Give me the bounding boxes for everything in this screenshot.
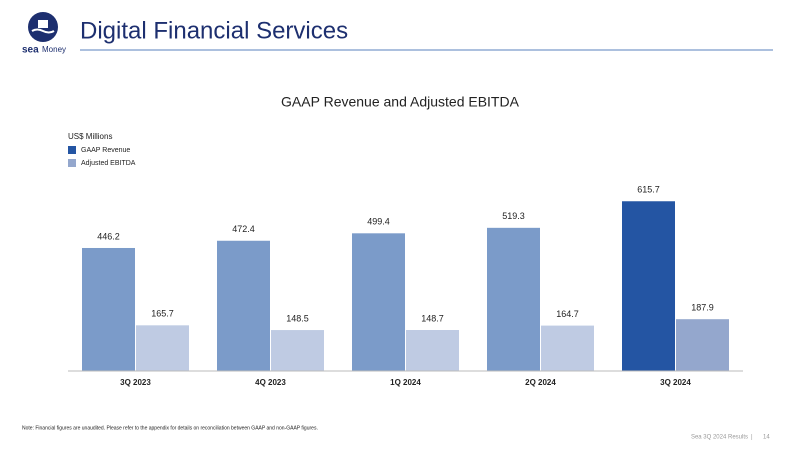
- x-tick-label: 3Q 2024: [660, 378, 691, 387]
- legend-swatch: [68, 146, 76, 154]
- legend-label: GAAP Revenue: [81, 147, 130, 154]
- footer-text: Sea 3Q 2024 Results: [691, 435, 748, 441]
- value-label: 446.2: [97, 231, 120, 241]
- bar: [541, 325, 594, 371]
- bar: [622, 201, 675, 371]
- bar: [271, 330, 324, 371]
- bar: [406, 330, 459, 371]
- x-tick-label: 4Q 2023: [255, 378, 286, 387]
- value-label: 164.7: [556, 309, 579, 319]
- bar: [676, 319, 729, 371]
- value-label: 165.7: [151, 309, 174, 319]
- bar: [487, 227, 540, 371]
- slide-title: Digital Financial Services: [80, 17, 348, 44]
- legend-swatch: [68, 159, 76, 167]
- value-label: 148.5: [286, 313, 309, 323]
- logo-brand: sea: [22, 45, 39, 56]
- bar: [352, 233, 405, 371]
- x-tick-label: 1Q 2024: [390, 378, 421, 387]
- chart-title: GAAP Revenue and Adjusted EBITDA: [281, 94, 520, 110]
- value-label: 187.9: [691, 303, 714, 313]
- x-tick-label: 2Q 2024: [525, 378, 556, 387]
- value-label: 472.4: [232, 224, 255, 234]
- value-label: 499.4: [367, 217, 390, 227]
- bar: [136, 325, 189, 371]
- logo-product: Money: [42, 45, 66, 54]
- value-label: 148.7: [421, 313, 444, 323]
- unit-label: US$ Millions: [68, 132, 112, 141]
- bar: [82, 247, 135, 371]
- logo: sea Money: [22, 12, 66, 56]
- x-tick-label: 3Q 2023: [120, 378, 151, 387]
- footer-separator: |: [751, 435, 753, 441]
- bar: [217, 240, 270, 371]
- logo-wave: [31, 28, 55, 34]
- legend-label: Adjusted EBITDA: [81, 160, 136, 167]
- logo-shape: [38, 20, 48, 28]
- value-label: 615.7: [637, 185, 660, 195]
- footnote: Note: Financial figures are unaudited. P…: [22, 425, 318, 431]
- value-label: 519.3: [502, 211, 525, 221]
- page-number: 14: [763, 435, 770, 441]
